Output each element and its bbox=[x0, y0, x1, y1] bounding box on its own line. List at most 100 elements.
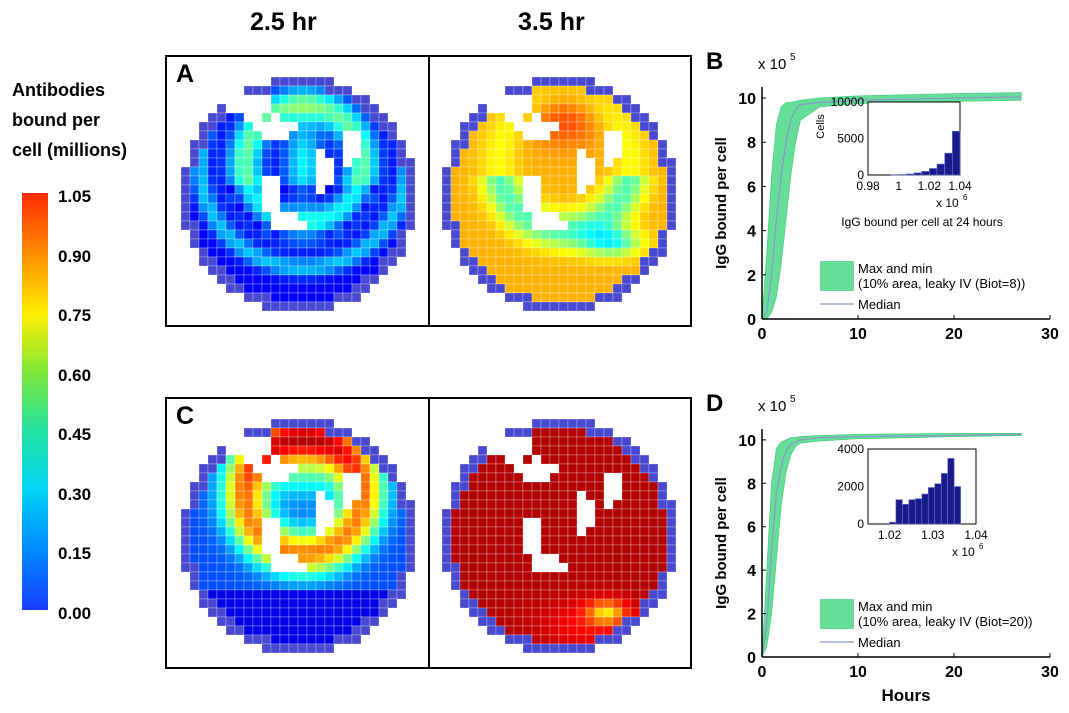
heatmap-cell bbox=[315, 283, 326, 294]
heatmap-cell bbox=[225, 598, 236, 609]
heatmap-cell bbox=[441, 508, 452, 519]
heatmap-cell bbox=[486, 562, 497, 573]
heatmap-cell bbox=[198, 130, 209, 141]
heatmap-cell bbox=[396, 535, 407, 546]
heatmap-cell bbox=[333, 130, 344, 141]
heatmap-cell bbox=[315, 112, 326, 123]
heatmap-cell bbox=[324, 643, 335, 654]
heatmap-cell bbox=[630, 463, 641, 474]
heatmap-cell bbox=[468, 508, 479, 519]
heatmap-cell bbox=[243, 175, 254, 186]
heatmap-cell bbox=[558, 175, 569, 186]
inset-y-axis-label: Cells bbox=[815, 114, 827, 139]
heatmap-cell bbox=[630, 148, 641, 159]
heatmap-cell bbox=[369, 535, 380, 546]
heatmap-cell bbox=[315, 76, 326, 87]
heatmap-cell bbox=[468, 490, 479, 501]
heatmap-cell bbox=[540, 427, 551, 438]
heatmap-cell bbox=[504, 121, 515, 132]
heatmap-cell bbox=[369, 499, 380, 510]
heatmap-cell bbox=[216, 589, 227, 600]
heatmap-cell bbox=[504, 220, 515, 231]
heatmap-cell bbox=[207, 463, 218, 474]
heatmap-cell bbox=[567, 481, 578, 492]
heatmap-cell bbox=[297, 247, 308, 258]
heatmap-cell bbox=[495, 580, 506, 591]
heatmap-cell bbox=[486, 211, 497, 222]
heatmap-cell bbox=[342, 103, 353, 114]
heatmap-cell bbox=[477, 517, 488, 528]
heatmap-cell bbox=[549, 580, 560, 591]
heatmap-cell bbox=[351, 112, 362, 123]
heatmap-cell bbox=[576, 535, 587, 546]
y-axis-exponent: 5 bbox=[790, 52, 796, 63]
heatmap-cell bbox=[252, 229, 263, 240]
heatmap-cell bbox=[558, 607, 569, 618]
heatmap-cell bbox=[369, 256, 380, 267]
heatmap-cell bbox=[522, 283, 533, 294]
heatmap-cell bbox=[621, 490, 632, 501]
heatmap-cell bbox=[351, 211, 362, 222]
heatmap-cell bbox=[477, 544, 488, 555]
heatmap-cell bbox=[234, 130, 245, 141]
heatmap-cell bbox=[576, 121, 587, 132]
heatmap-cell bbox=[513, 517, 524, 528]
heatmap-cell bbox=[288, 634, 299, 645]
heatmap-cell bbox=[279, 625, 290, 636]
heatmap-cell bbox=[243, 481, 254, 492]
heatmap-cell bbox=[450, 580, 461, 591]
heatmap-cell bbox=[486, 274, 497, 285]
heatmap-cell bbox=[594, 607, 605, 618]
heatmap-cell bbox=[360, 184, 371, 195]
heatmap-cell bbox=[513, 607, 524, 618]
heatmap-cell bbox=[486, 166, 497, 177]
heatmap-cell bbox=[333, 553, 344, 564]
heatmap-cell bbox=[513, 481, 524, 492]
heatmap-cell bbox=[234, 211, 245, 222]
heatmap-cell bbox=[378, 157, 389, 168]
heatmap-cell bbox=[657, 544, 668, 555]
heatmap-cell bbox=[207, 562, 218, 573]
heatmap-cell bbox=[522, 148, 533, 159]
heatmap-cell bbox=[324, 211, 335, 222]
heatmap-cell bbox=[639, 211, 650, 222]
heatmap-cell bbox=[540, 292, 551, 303]
heatmap-cell bbox=[333, 472, 344, 483]
heatmap-cell bbox=[243, 544, 254, 555]
heatmap-cell bbox=[495, 481, 506, 492]
heatmap-cell bbox=[306, 94, 317, 105]
heatmap-cell bbox=[630, 598, 641, 609]
heatmap-cell bbox=[297, 265, 308, 276]
heatmap-cell bbox=[387, 220, 398, 231]
heatmap-cell bbox=[603, 193, 614, 204]
heatmap-cell bbox=[468, 148, 479, 159]
heatmap-cell bbox=[576, 616, 587, 627]
heatmap-cell bbox=[252, 499, 263, 510]
heatmap-cell bbox=[342, 283, 353, 294]
heatmap-cell bbox=[387, 526, 398, 537]
legend-label-band: Max and min bbox=[858, 261, 932, 276]
heatmap-cell bbox=[369, 175, 380, 186]
heatmap-cell bbox=[252, 616, 263, 627]
heatmap-cell bbox=[351, 625, 362, 636]
heatmap-cell bbox=[207, 157, 218, 168]
heatmap-cell bbox=[639, 265, 650, 276]
heatmap-cell bbox=[576, 643, 587, 654]
heatmap-cell bbox=[504, 238, 515, 249]
heatmap-cell bbox=[396, 184, 407, 195]
heatmap-cell bbox=[315, 274, 326, 285]
heatmap-cell bbox=[477, 112, 488, 123]
heatmap-cell bbox=[207, 121, 218, 132]
heatmap-cell bbox=[306, 589, 317, 600]
heatmap-cell bbox=[342, 175, 353, 186]
heatmap-cell bbox=[234, 220, 245, 231]
heatmap-cell bbox=[225, 283, 236, 294]
heatmap-cell bbox=[234, 580, 245, 591]
heatmap-cell bbox=[621, 580, 632, 591]
heatmap-cell bbox=[594, 544, 605, 555]
heatmap-cell bbox=[180, 535, 191, 546]
heatmap-cell bbox=[504, 490, 515, 501]
heatmap-cell bbox=[279, 184, 290, 195]
heatmap-cell bbox=[495, 238, 506, 249]
heatmap-cell bbox=[225, 175, 236, 186]
